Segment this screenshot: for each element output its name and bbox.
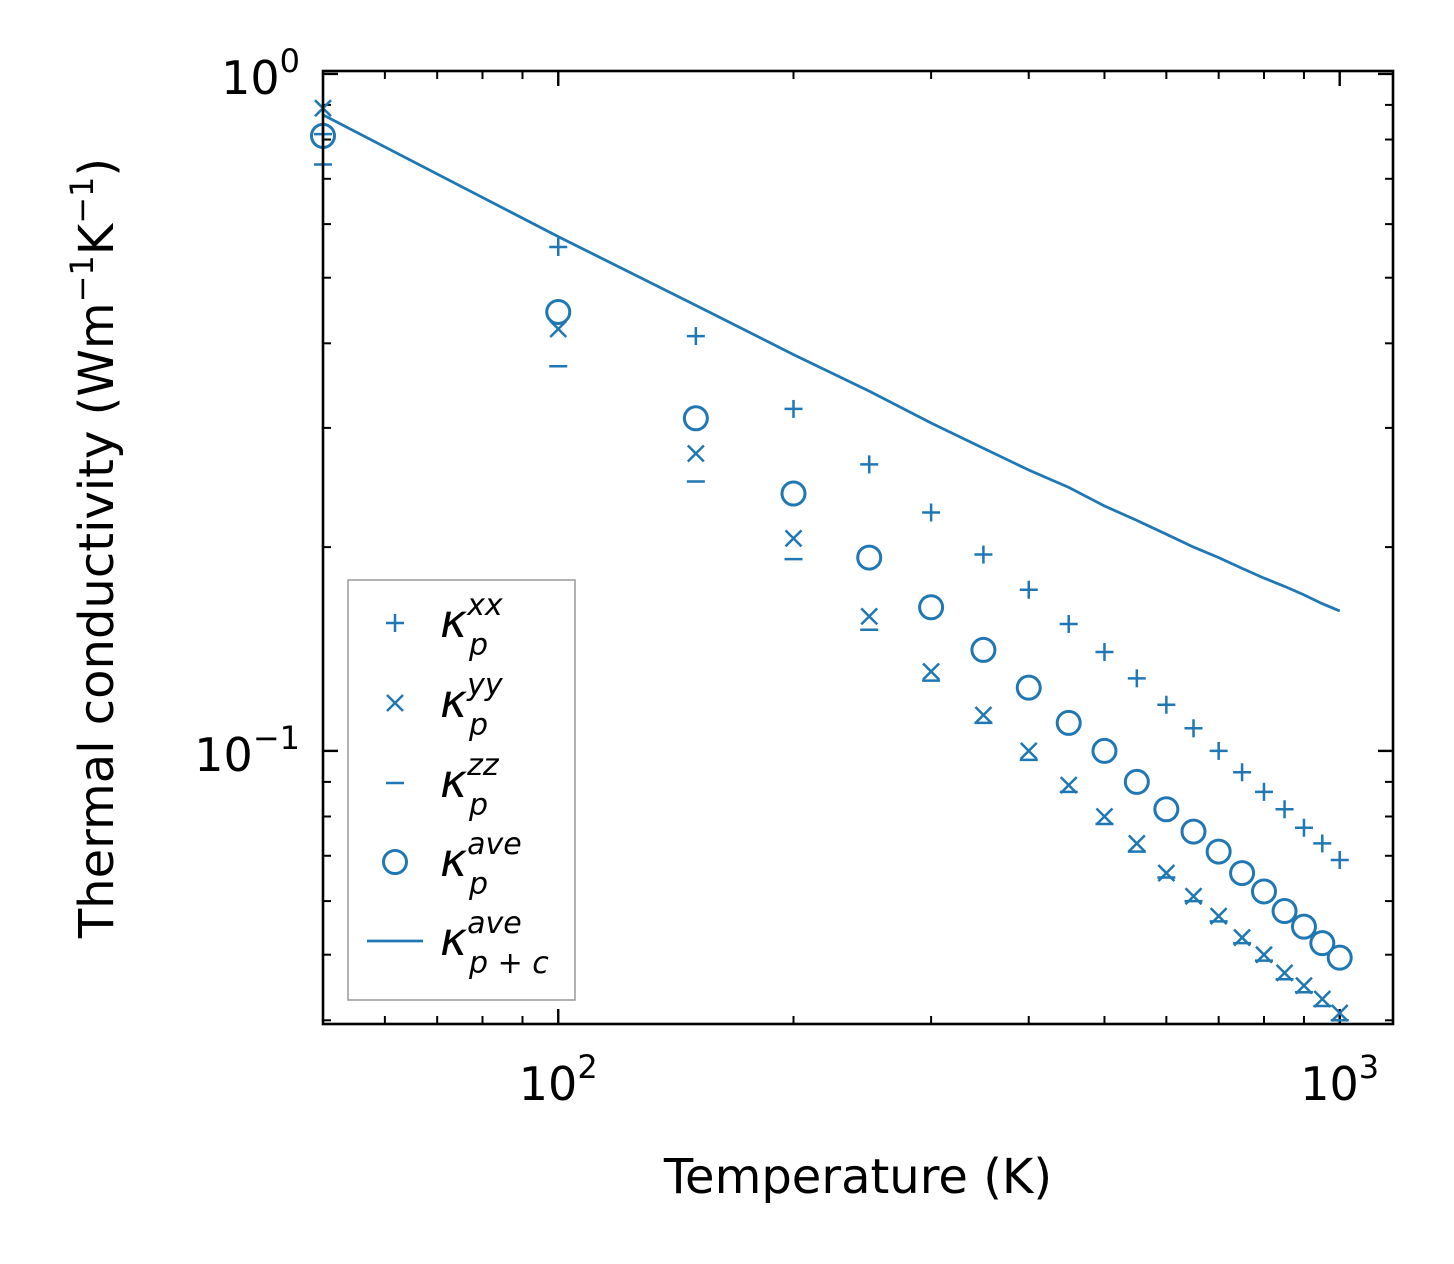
x-stroke bbox=[1295, 976, 1313, 995]
legend-label-kave: κave p bbox=[440, 827, 522, 902]
data-point-kave bbox=[1055, 709, 1082, 736]
y-tick-label: 100 bbox=[221, 42, 300, 105]
data-point-kyy bbox=[1127, 834, 1146, 853]
x-stroke bbox=[784, 529, 803, 548]
data-point-kave bbox=[1250, 878, 1277, 905]
data-point-kyy bbox=[686, 444, 705, 463]
data-point-kxx bbox=[1095, 642, 1114, 661]
data-point-kyy bbox=[860, 607, 879, 626]
legend-entry-kyy: κyy p bbox=[386, 668, 504, 743]
data-point-kyy bbox=[1295, 976, 1313, 995]
x-stroke bbox=[974, 706, 993, 724]
data-point-kxx bbox=[686, 327, 705, 346]
x-stroke bbox=[686, 444, 705, 463]
x-stroke bbox=[860, 607, 879, 626]
data-point-kyy bbox=[784, 529, 803, 548]
legend-label-kpc: κave p + c bbox=[440, 906, 549, 981]
data-point-kave bbox=[1309, 930, 1336, 957]
legend-label-kxx: κxx p bbox=[440, 588, 503, 663]
data-point-kxx bbox=[974, 545, 993, 564]
data-point-kave bbox=[856, 544, 883, 571]
data-point-kxx bbox=[549, 238, 568, 257]
data-point-kxx bbox=[860, 455, 879, 474]
legend-frame bbox=[347, 579, 576, 1001]
data-point-kxx bbox=[1330, 851, 1349, 870]
legend-entry-kave: κave p bbox=[382, 827, 522, 902]
x-stroke bbox=[1313, 990, 1332, 1008]
data-point-kave bbox=[1015, 674, 1042, 701]
x-axis-label: Temperature (K) bbox=[663, 1149, 1052, 1205]
data-point-kxx bbox=[1254, 782, 1273, 801]
x-stroke bbox=[1127, 834, 1146, 853]
data-point-kave bbox=[682, 405, 709, 432]
data-point-kave bbox=[1290, 913, 1317, 940]
data-point-kave bbox=[545, 298, 572, 325]
x-stroke bbox=[1019, 742, 1038, 760]
legend-entry-kxx: κxx p bbox=[386, 588, 503, 663]
data-point-kave bbox=[1229, 860, 1256, 887]
data-point-kyy bbox=[922, 662, 940, 681]
data-point-kyy bbox=[1095, 807, 1114, 826]
data-point-kyy bbox=[1059, 776, 1078, 795]
x-tick-label: 103 bbox=[1300, 1048, 1379, 1111]
data-point-kave bbox=[1153, 796, 1180, 823]
plot-area bbox=[310, 99, 1353, 1022]
legend-label-kyy: κyy p bbox=[440, 668, 504, 743]
data-point-kxx bbox=[1157, 695, 1176, 714]
data-point-kxx bbox=[1019, 580, 1038, 599]
data-point-kxx bbox=[1059, 614, 1078, 633]
data-point-kyy bbox=[974, 706, 993, 724]
x-stroke bbox=[1330, 1004, 1349, 1022]
data-point-kave bbox=[1180, 818, 1207, 845]
x-stroke bbox=[1095, 807, 1114, 826]
series-kpc bbox=[322, 113, 1341, 613]
data-point-kyy bbox=[1019, 742, 1038, 760]
legend-symbol-plus bbox=[386, 614, 404, 632]
data-point-kave bbox=[1205, 838, 1232, 865]
legend-symbol-x bbox=[386, 694, 404, 712]
data-point-kxx bbox=[1313, 834, 1332, 853]
x-stroke bbox=[386, 694, 404, 712]
data-point-kxx bbox=[784, 399, 803, 418]
data-point-kxx bbox=[1275, 800, 1294, 819]
data-point-kxx bbox=[1294, 818, 1313, 837]
data-point-kxx bbox=[922, 503, 941, 522]
legend-entry-kzz: κzz p bbox=[386, 748, 500, 823]
axes-frame bbox=[321, 69, 1395, 1026]
tick-labels: 102 103 10−1 100 bbox=[194, 42, 1379, 1111]
series-kzz bbox=[314, 163, 1349, 1022]
data-point-kave bbox=[1091, 737, 1118, 764]
data-point-kyy bbox=[1313, 990, 1332, 1008]
series-kxx bbox=[314, 125, 1349, 870]
data-point-kxx bbox=[1209, 741, 1228, 760]
x-tick-label: 102 bbox=[519, 1048, 598, 1111]
minor-ticks bbox=[323, 71, 1393, 1024]
data-point-kave bbox=[1326, 944, 1353, 971]
data-point-kave bbox=[1123, 768, 1150, 795]
data-point-kave bbox=[918, 594, 945, 621]
data-point-kyy bbox=[1330, 1004, 1349, 1022]
y-axis-label: Thermal conductivity (Wm−1K−1) bbox=[63, 158, 125, 939]
data-point-kxx bbox=[1127, 669, 1146, 688]
y-tick-label: 10−1 bbox=[194, 719, 300, 782]
major-ticks bbox=[323, 71, 1393, 1024]
series-line-kpc bbox=[322, 113, 1341, 613]
data-point-kxx bbox=[1233, 763, 1252, 782]
data-point-kave bbox=[780, 480, 807, 507]
x-stroke bbox=[1059, 776, 1078, 795]
series-kave bbox=[310, 122, 1353, 971]
data-point-kave bbox=[970, 636, 997, 663]
legend-symbol-circle bbox=[382, 849, 408, 875]
x-stroke bbox=[922, 662, 940, 681]
data-point-kave bbox=[1271, 898, 1298, 925]
legend-label-kzz: κzz p bbox=[440, 748, 500, 823]
legend-entry-kpc: κave p + c bbox=[367, 906, 549, 981]
data-point-kxx bbox=[1184, 719, 1203, 738]
